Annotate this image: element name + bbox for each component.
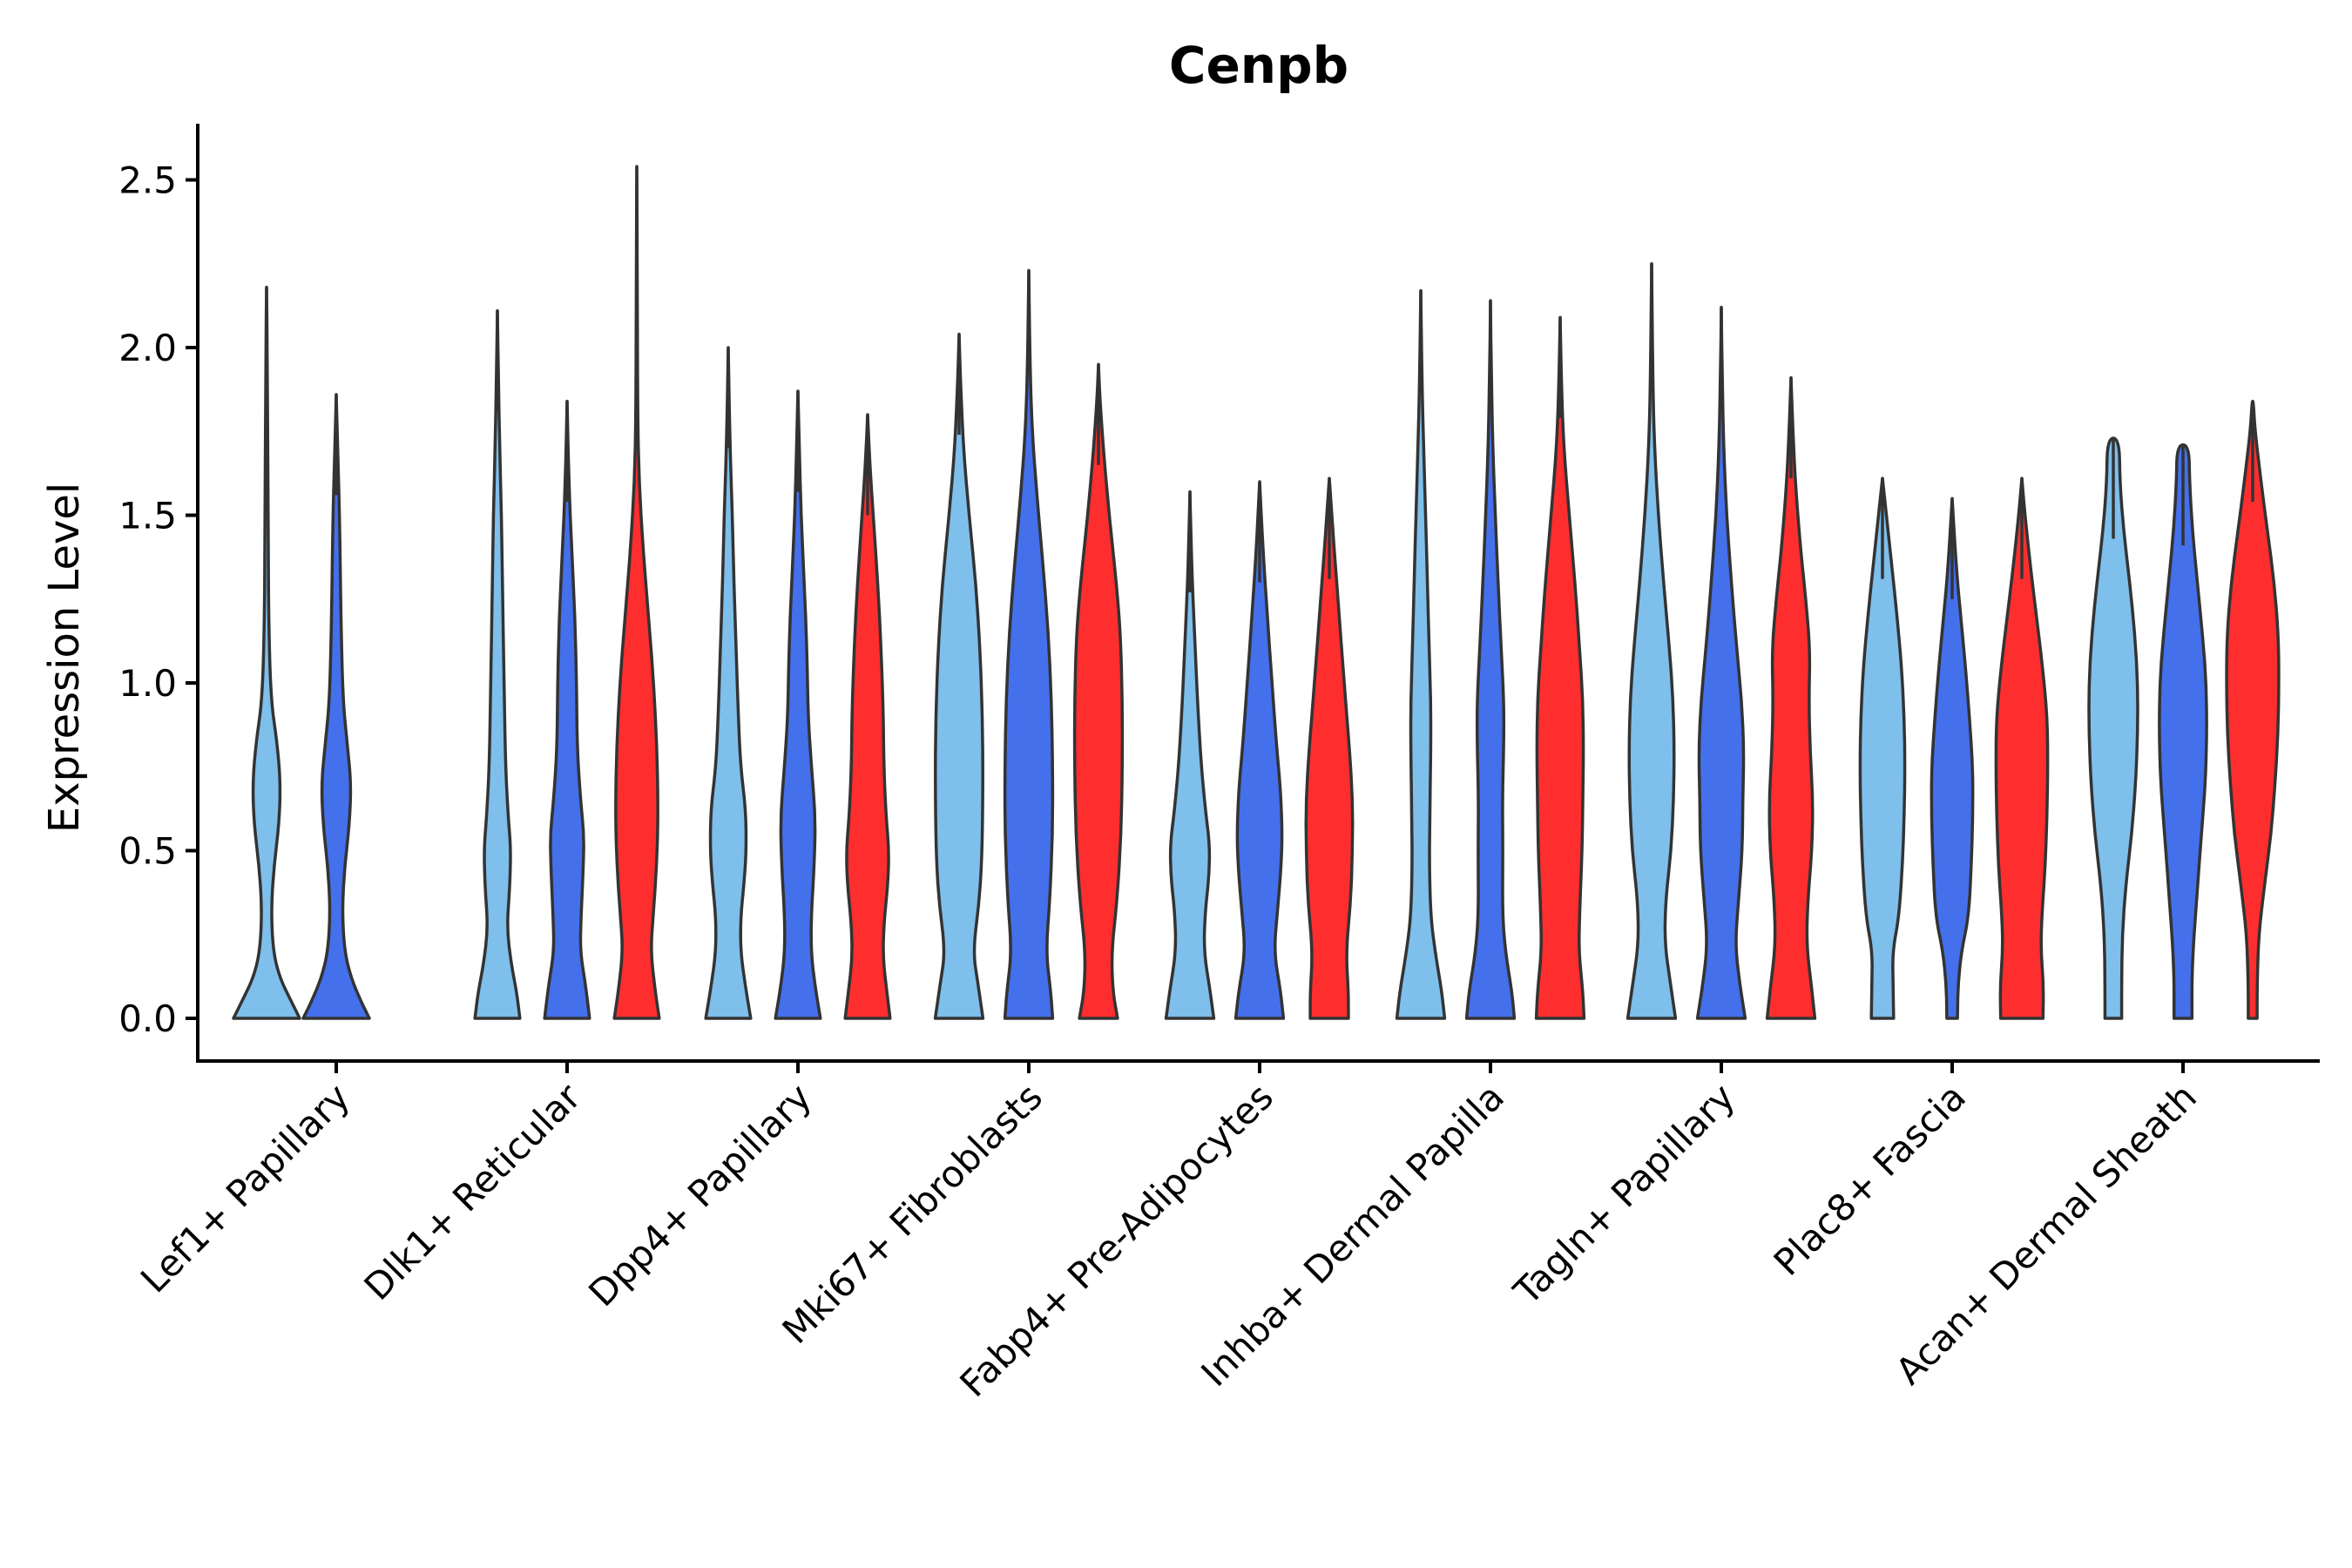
x-tick-label: Dlk1+ Reticular [356,1075,590,1308]
violin-5-2 [1534,315,1586,1020]
violin-layer [232,165,2281,1020]
y-axis-label: Expression Level [40,483,89,834]
x-tick-label: Plac8+ Fascia [1766,1075,1974,1283]
violin-6-0 [1625,262,1678,1020]
y-tick-label: 1.0 [118,662,177,705]
y-tick-label: 2.5 [118,159,177,202]
violin-6-1 [1695,306,1747,1020]
violin-0-0 [232,285,301,1020]
y-tick-label: 1.5 [118,495,177,537]
x-tick-label: Tagln+ Papillary [1505,1075,1743,1313]
violin-5-0 [1395,288,1447,1020]
x-tick-label: Lef1+ Papillary [132,1075,358,1301]
violin-1-0 [473,308,522,1020]
y-tick-label: 0.0 [118,997,177,1040]
violin-8-1 [2158,443,2208,1020]
chart-title: Cenpb [1169,36,1348,95]
y-tick-label: 0.5 [118,830,177,873]
violin-8-0 [2087,436,2139,1020]
x-tick-label: Mki67+ Fibroblasts [774,1075,1051,1351]
y-tick-label: 2.0 [118,327,177,369]
x-tick-label: Dpp4+ Papillary [580,1075,820,1315]
violin-5-1 [1464,299,1517,1020]
y-axis-ticks: 0.0 0.5 1.0 1.5 2.0 2.5 [118,159,198,1040]
violin-3-1 [1003,268,1055,1020]
violin-1-2 [612,165,661,1020]
violin-3-0 [933,332,985,1020]
